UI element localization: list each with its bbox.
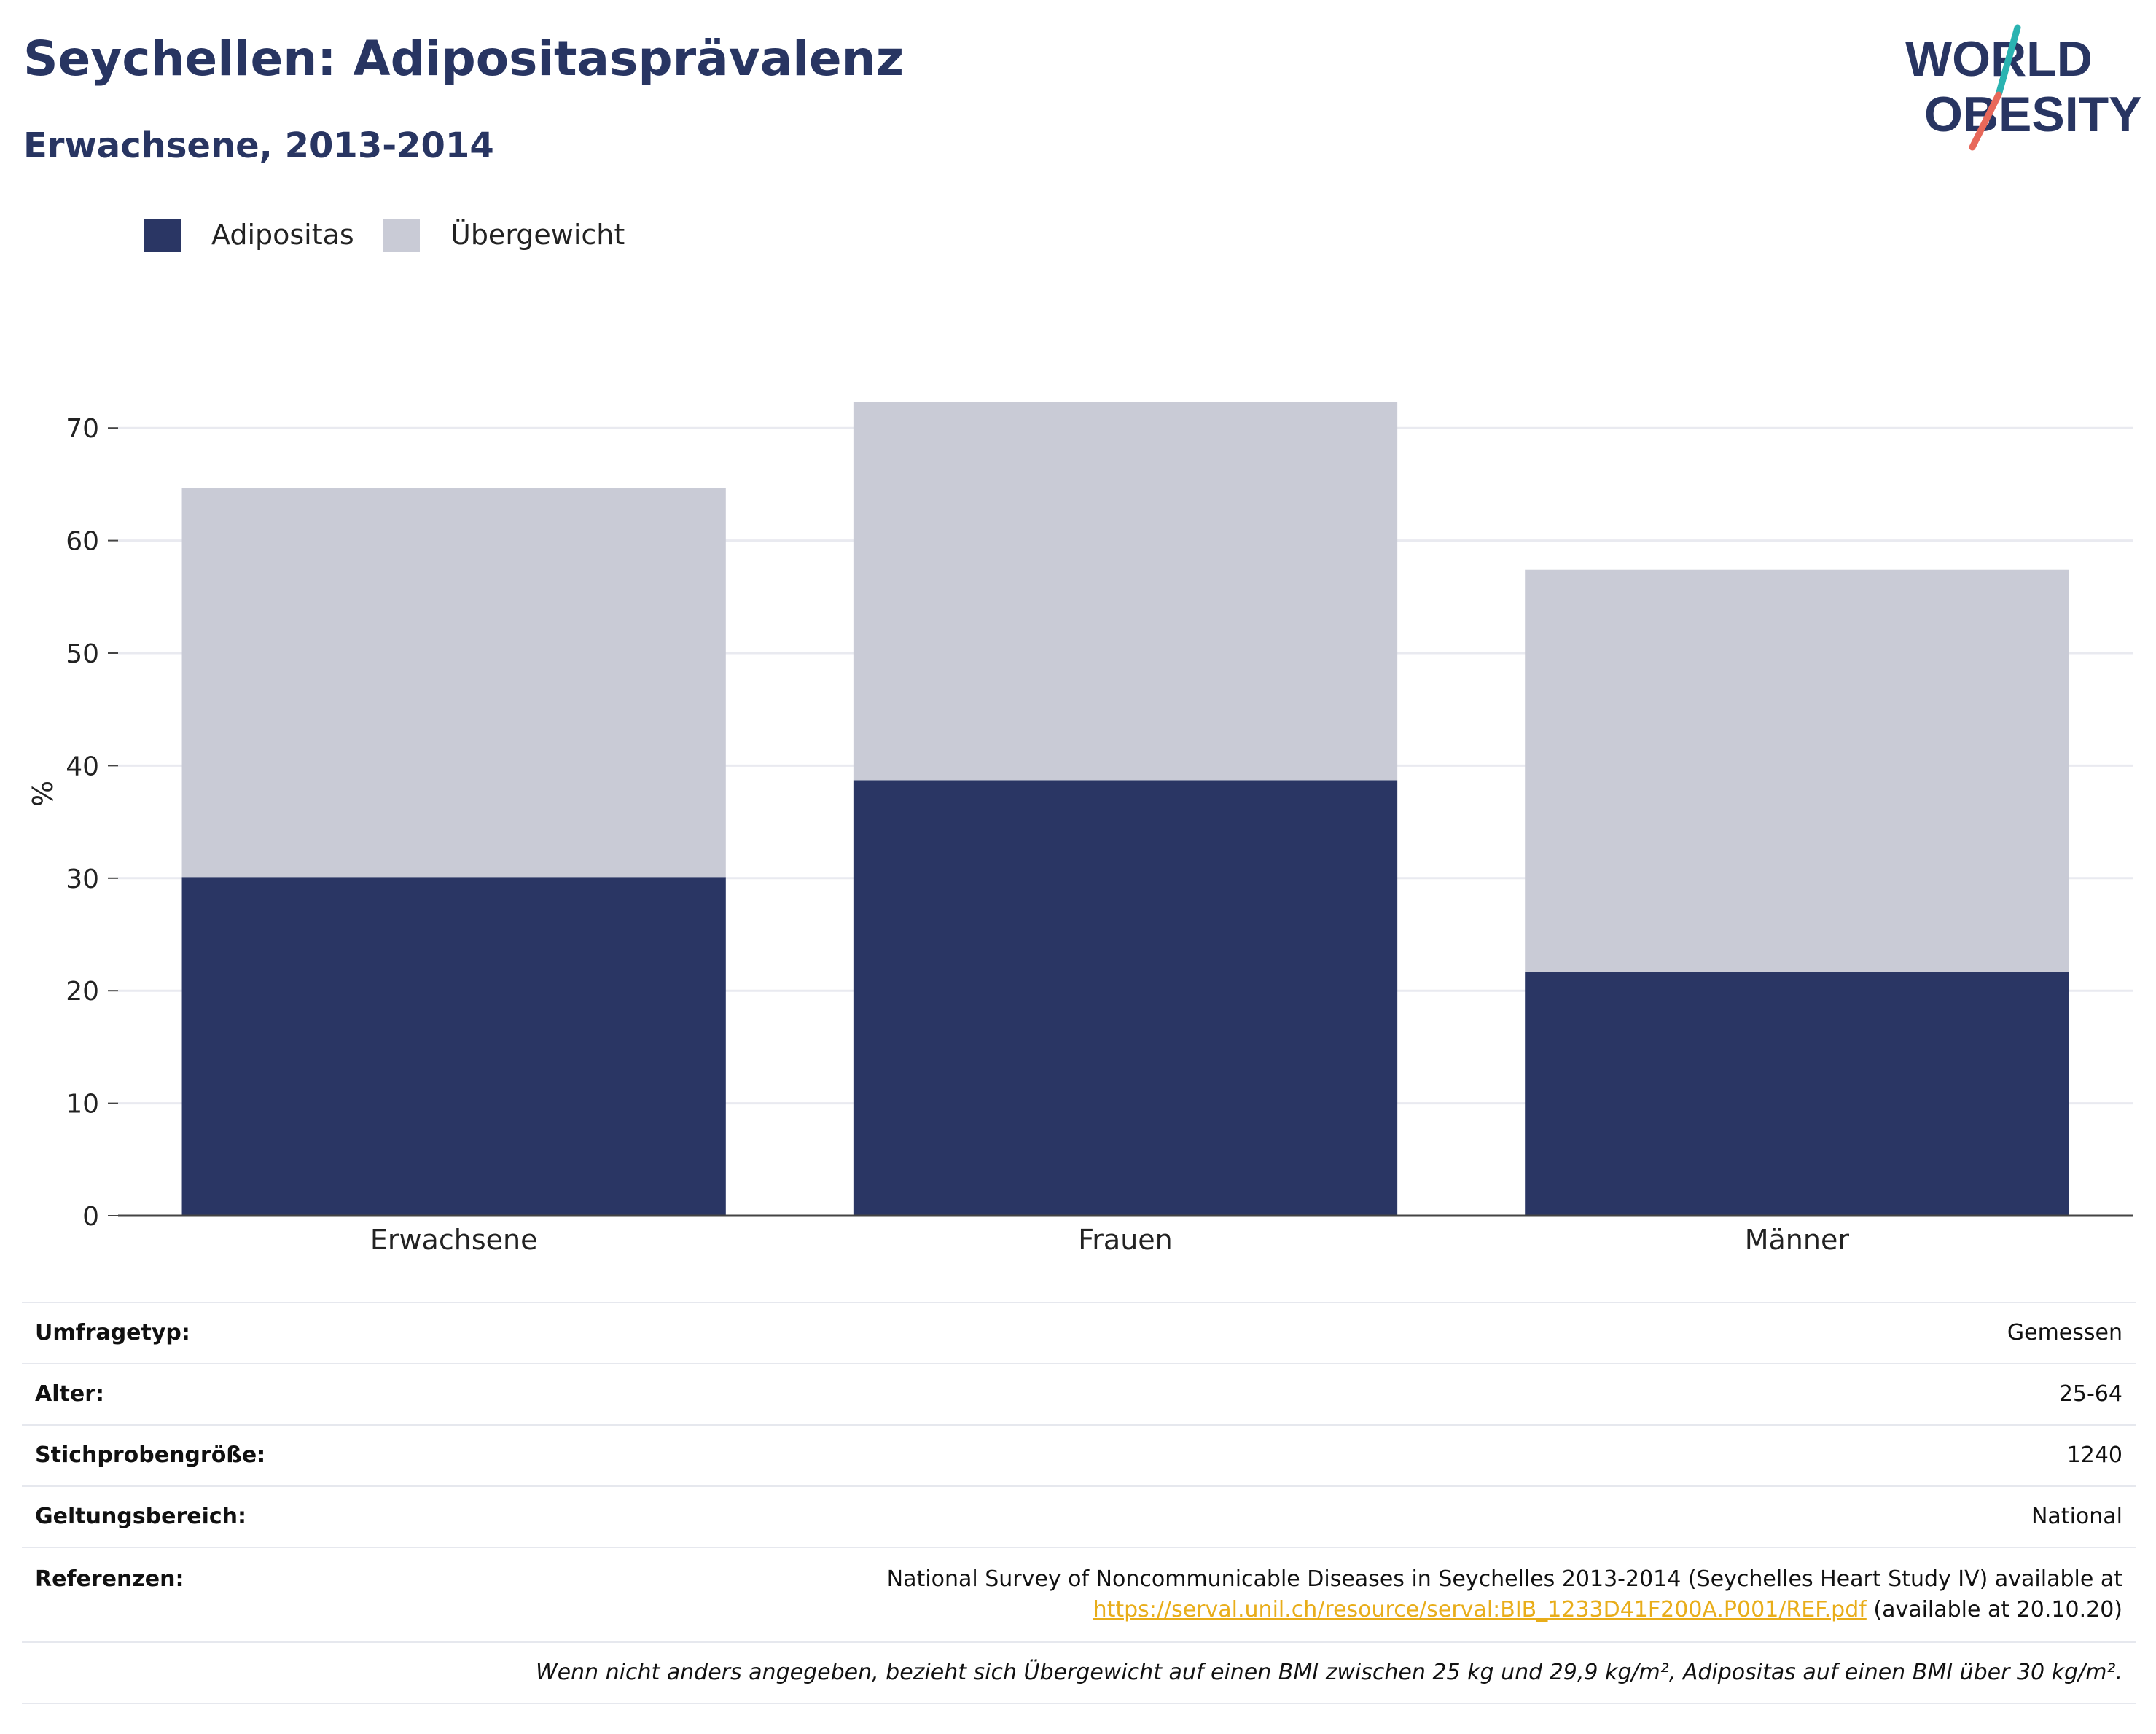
chart-title: Seychellen: Adipositasprävalenz: [23, 31, 905, 87]
survey-info-table: Umfragetyp: Gemessen Alter: 25-64 Stichp…: [22, 1302, 2136, 1704]
chart-subtitle: Erwachsene, 2013-2014: [23, 125, 494, 166]
logo-line2: OBESITY: [1924, 87, 2142, 142]
references-text: National Survey of Noncommunicable Disea…: [886, 1566, 2122, 1592]
legend-label-uebergewicht: Übergewicht: [450, 219, 625, 251]
info-row-scope: Geltungsbereich: National: [22, 1485, 2136, 1547]
y-tick-label: 70: [66, 414, 99, 444]
info-row-footnote: Wenn nicht anders angegeben, bezieht sic…: [22, 1641, 2136, 1704]
info-value: Gemessen: [427, 1302, 2136, 1364]
x-tick-label: Frauen: [1078, 1224, 1173, 1256]
y-axis-label: %: [27, 781, 59, 807]
info-value: 1240: [427, 1424, 2136, 1486]
y-tick-label: 10: [66, 1090, 99, 1120]
references-suffix: (available at 20.10.20): [1866, 1597, 2122, 1622]
references-value: National Survey of Noncommunicable Disea…: [427, 1547, 2136, 1642]
logo-line1: WORLD: [1905, 31, 2093, 87]
reference-link[interactable]: https://serval.unil.ch/resource/serval:B…: [1093, 1597, 1867, 1622]
info-label: Geltungsbereich:: [22, 1485, 427, 1547]
legend-swatch-adipositas: [144, 219, 181, 252]
stacked-bar-chart: 0 10 20 30 40 50 60 70% Erwachsene Frauen Männer: [27, 402, 2133, 1256]
bar-adipositas-1: [853, 780, 1398, 1216]
x-tick-label: Erwachsene: [370, 1224, 538, 1256]
y-tick-label: 30: [66, 864, 99, 894]
x-tick-label: Männer: [1745, 1224, 1850, 1256]
bar-adipositas-0: [181, 877, 726, 1216]
y-tick-label: 50: [66, 639, 99, 669]
info-label: Stichprobengröße:: [22, 1424, 427, 1486]
bar-uebergewicht-0: [181, 488, 726, 878]
y-tick-label: 60: [66, 527, 99, 557]
world-obesity-logo: WORLD OBESITY: [1905, 24, 2142, 151]
info-row-references: Referenzen: National Survey of Noncommun…: [22, 1547, 2136, 1642]
bar-adipositas-2: [1525, 971, 2069, 1216]
info-label: Alter:: [22, 1363, 427, 1425]
info-row-age: Alter: 25-64: [22, 1363, 2136, 1425]
info-value: 25-64: [427, 1363, 2136, 1425]
info-value: National: [427, 1485, 2136, 1547]
legend-label-adipositas: Adipositas: [211, 219, 354, 251]
bar-uebergewicht-1: [853, 402, 1398, 781]
y-tick-label: 40: [66, 751, 99, 781]
footnote: Wenn nicht anders angegeben, bezieht sic…: [22, 1641, 2136, 1704]
info-label: Referenzen:: [22, 1547, 427, 1642]
legend-swatch-uebergewicht: [383, 219, 420, 252]
info-label: Umfragetyp:: [22, 1302, 427, 1364]
bar-uebergewicht-2: [1525, 569, 2069, 972]
info-row-sample-size: Stichprobengröße: 1240: [22, 1424, 2136, 1486]
info-row-survey-type: Umfragetyp: Gemessen: [22, 1302, 2136, 1364]
y-tick-label: 20: [66, 977, 99, 1007]
y-tick-label: 0: [82, 1202, 99, 1232]
